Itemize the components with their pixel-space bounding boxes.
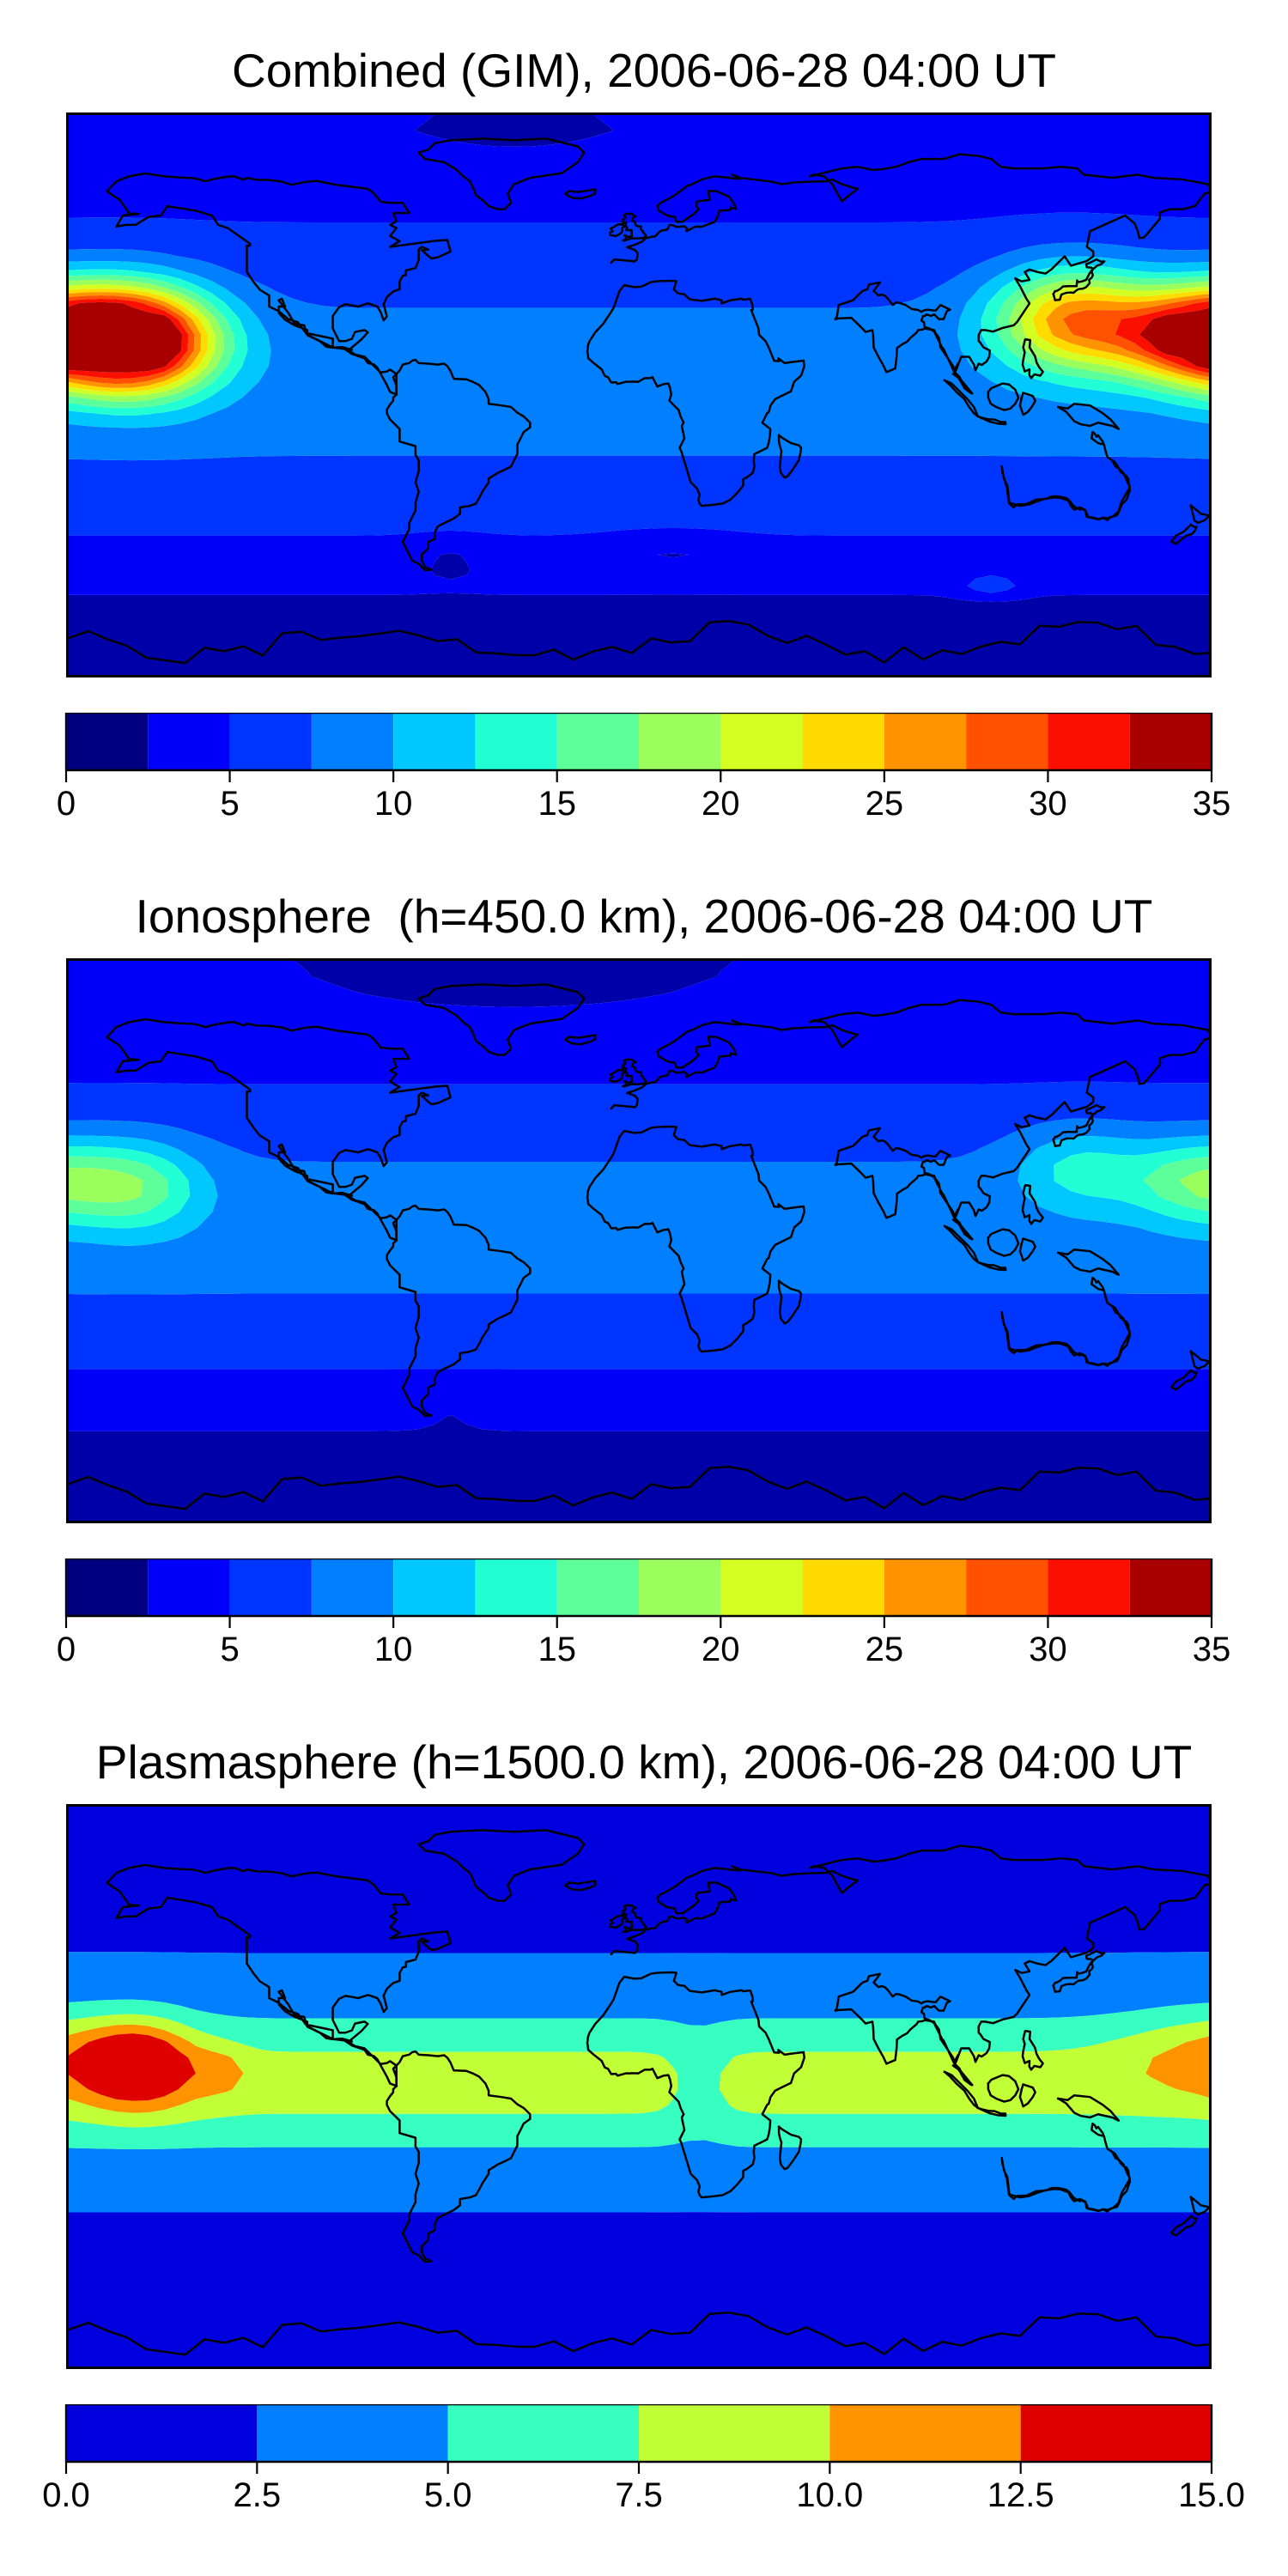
svg-text:30: 30 [1029, 785, 1067, 822]
svg-text:0: 0 [57, 1631, 76, 1668]
svg-text:30: 30 [1029, 1631, 1067, 1668]
svg-text:5.0: 5.0 [424, 2476, 472, 2513]
svg-text:10.0: 10.0 [796, 2476, 863, 2513]
svg-text:5: 5 [220, 1631, 239, 1668]
svg-text:20: 20 [702, 1631, 740, 1668]
svg-text:25: 25 [866, 1631, 904, 1668]
svg-text:5: 5 [220, 785, 239, 822]
svg-text:35: 35 [1193, 785, 1231, 822]
svg-text:35: 35 [1193, 1631, 1231, 1668]
svg-text:0: 0 [57, 785, 76, 822]
svg-text:20: 20 [702, 785, 740, 822]
svg-text:2.5: 2.5 [234, 2476, 282, 2513]
svg-text:25: 25 [866, 785, 904, 822]
svg-text:10: 10 [374, 785, 413, 822]
svg-text:15: 15 [538, 785, 576, 822]
svg-text:0.0: 0.0 [42, 2476, 90, 2513]
svg-text:10: 10 [374, 1631, 413, 1668]
svg-text:12.5: 12.5 [987, 2476, 1054, 2513]
svg-text:15: 15 [538, 1631, 576, 1668]
svg-text:15.0: 15.0 [1178, 2476, 1245, 2513]
svg-text:7.5: 7.5 [615, 2476, 663, 2513]
